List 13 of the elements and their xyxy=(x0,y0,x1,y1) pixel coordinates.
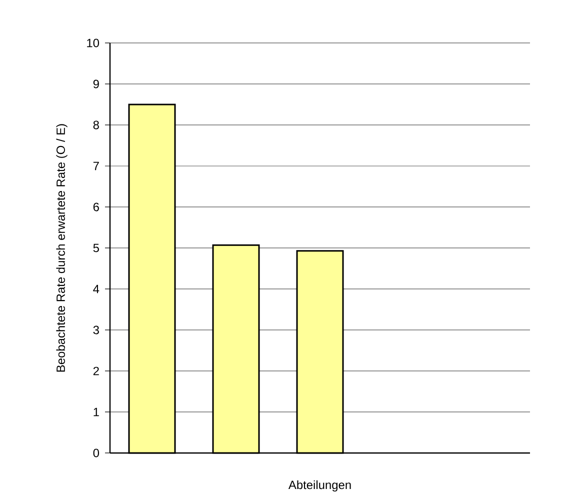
y-tick-label: 5 xyxy=(93,244,99,252)
y-tick-label: 0 xyxy=(93,448,100,458)
y-tick-label: 2 xyxy=(93,366,99,376)
y-tick-label: 10 xyxy=(87,38,100,48)
x-axis-title: Abteilungen xyxy=(288,480,351,492)
y-tick-label: 7 xyxy=(93,162,99,170)
y-tick-label: 4 xyxy=(93,284,100,294)
y-tick-label: 1 xyxy=(94,408,99,416)
y-tick-label: 6 xyxy=(93,202,99,212)
y-tick-label: 3 xyxy=(93,326,99,334)
y-tick-label: 8 xyxy=(93,120,99,130)
y-axis-title: Beobachtete Rate durch erwartete Rate (O / E) xyxy=(56,124,68,372)
y-tick-label: 9 xyxy=(93,80,99,88)
